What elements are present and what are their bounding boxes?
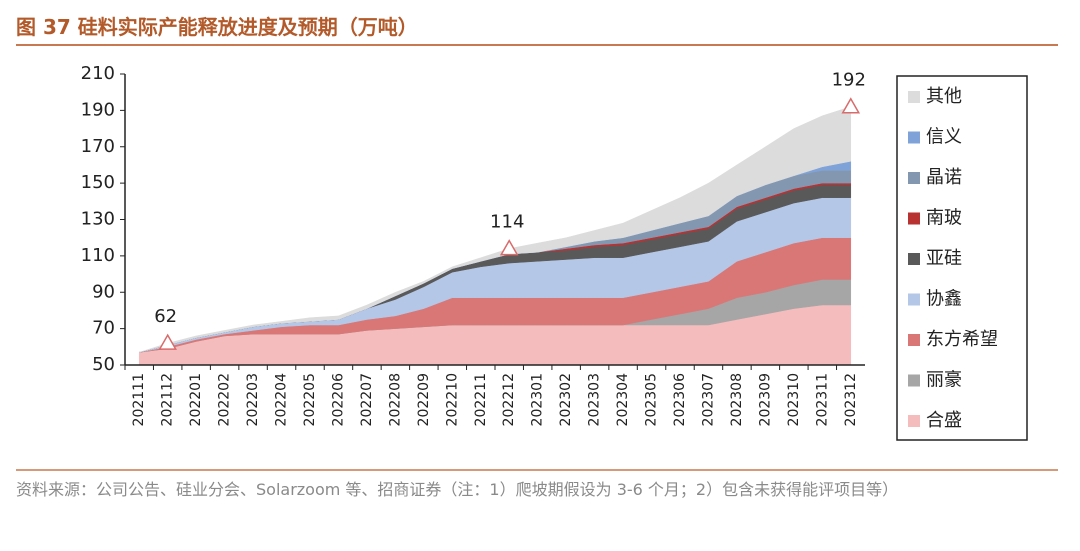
x-tick-label: 202307 bbox=[700, 373, 716, 426]
x-tick-label: 202205 bbox=[302, 373, 318, 426]
marker bbox=[841, 97, 861, 114]
x-tick-label: 202311 bbox=[814, 373, 830, 426]
x-tick-label: 202207 bbox=[359, 373, 375, 426]
x-tick-label: 202203 bbox=[245, 373, 261, 426]
marker bbox=[499, 239, 519, 256]
legend-swatch bbox=[908, 374, 920, 387]
x-tick-label: 202309 bbox=[757, 373, 773, 426]
x-tick-label: 202202 bbox=[217, 373, 233, 426]
legend-swatch bbox=[908, 131, 920, 144]
legend-label: 南玻 bbox=[926, 208, 962, 229]
y-tick-label: 170 bbox=[81, 136, 115, 157]
legend-swatch bbox=[908, 212, 920, 225]
legend-label: 合盛 bbox=[926, 410, 962, 431]
x-tick-label: 202312 bbox=[843, 373, 859, 426]
y-tick-label: 110 bbox=[81, 245, 115, 266]
source: 资料来源：公司公告、硅业分会、Solarzoom 等、招商证券（注：1）爬坡期假… bbox=[16, 480, 899, 499]
legend-swatch bbox=[908, 415, 920, 427]
x-tick-label: 202211 bbox=[473, 373, 489, 426]
x-tick-label: 202304 bbox=[615, 373, 631, 427]
chart-title: 图 37 硅料实际产能释放进度及预期（万吨） bbox=[16, 15, 418, 39]
legend-swatch bbox=[908, 253, 920, 265]
x-tick-label: 202310 bbox=[786, 373, 802, 426]
x-tick-label: 202302 bbox=[558, 373, 574, 426]
y-tick-label: 70 bbox=[92, 318, 115, 339]
x-tick-label: 202201 bbox=[188, 373, 204, 426]
y-tick-label: 90 bbox=[92, 281, 115, 302]
legend-swatch bbox=[908, 334, 920, 346]
x-tick-label: 202305 bbox=[644, 373, 660, 426]
x-tick-label: 202212 bbox=[501, 373, 517, 426]
legend-swatch bbox=[908, 172, 920, 184]
x-tick-label: 202204 bbox=[274, 373, 290, 427]
legend-label: 其他 bbox=[926, 86, 962, 107]
x-tick-label: 202306 bbox=[672, 373, 688, 427]
x-tick-label: 202208 bbox=[387, 373, 403, 426]
y-tick-label: 190 bbox=[81, 99, 115, 120]
legend-swatch bbox=[908, 91, 920, 103]
areas bbox=[138, 106, 852, 366]
y-tick-label: 210 bbox=[81, 63, 115, 84]
x-tick-label: 202210 bbox=[444, 373, 460, 426]
x-tick-label: 202301 bbox=[530, 373, 546, 426]
y-tick-label: 50 bbox=[92, 354, 115, 375]
annotation-label: 114 bbox=[490, 212, 524, 233]
annotation-label: 62 bbox=[154, 306, 177, 327]
legend-label: 信义 bbox=[926, 127, 962, 148]
legend-swatch bbox=[908, 293, 920, 306]
legend-label: 东方希望 bbox=[926, 329, 998, 350]
annotation-label: 192 bbox=[832, 70, 866, 91]
x-tick-label: 202112 bbox=[160, 373, 176, 426]
legend-label: 丽豪 bbox=[926, 370, 962, 391]
x-tick-label: 202303 bbox=[587, 373, 603, 426]
x-tick-label: 202308 bbox=[729, 373, 745, 426]
marker bbox=[158, 333, 177, 350]
x-tick-label: 202111 bbox=[131, 373, 147, 426]
area bbox=[139, 106, 852, 353]
legend-label: 协鑫 bbox=[926, 289, 962, 310]
legend-label: 亚硅 bbox=[926, 248, 962, 269]
y-tick-label: 130 bbox=[81, 209, 115, 230]
source-box: 资料来源：公司公告、硅业分会、Solarzoom 等、招商证券（注：1）爬坡期假… bbox=[16, 480, 899, 499]
x-tick-label: 202206 bbox=[330, 373, 346, 427]
y-tick-label: 150 bbox=[81, 172, 115, 193]
x-tick-label: 202209 bbox=[416, 373, 432, 426]
legend-label: 晶诺 bbox=[926, 167, 962, 188]
